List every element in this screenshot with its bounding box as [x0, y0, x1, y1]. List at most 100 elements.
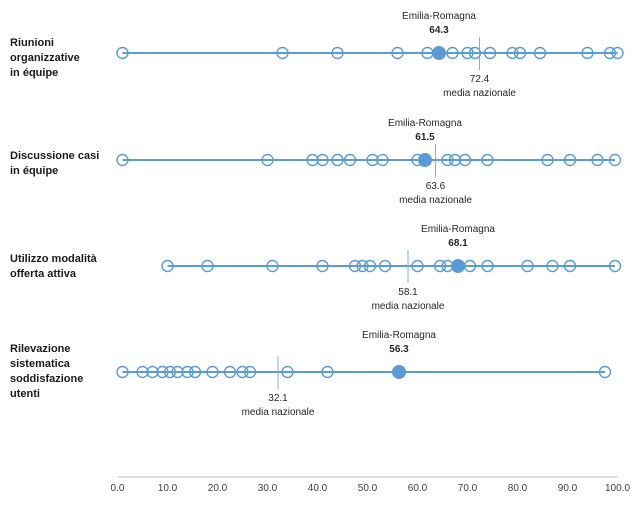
region-dot — [156, 365, 169, 379]
x-axis-tick-label: 80.0 — [507, 483, 528, 494]
region-dot — [243, 365, 257, 379]
emilia-romagna-name: Emilia-Romagna — [388, 118, 462, 129]
region-dot — [376, 153, 389, 167]
emilia-romagna-name: Emilia-Romagna — [402, 11, 476, 22]
x-axis-tick-label: 50.0 — [357, 483, 378, 494]
x-axis-tick-label: 0.0 — [110, 483, 125, 494]
region-dot — [188, 365, 202, 379]
category-label: Riunioni organizzative in équipe — [10, 37, 80, 79]
region-dot — [363, 259, 377, 273]
national-average-annotation: 32.1 media nazionale — [218, 392, 338, 420]
region-dot — [116, 365, 129, 379]
region-dot — [533, 46, 547, 60]
region-dot — [603, 46, 617, 60]
national-average-annotation: 63.6 media nazionale — [376, 180, 496, 208]
region-dot — [366, 153, 379, 167]
x-axis-tick-label: 20.0 — [207, 483, 228, 494]
emilia-romagna-value: 61.5 — [415, 132, 435, 143]
emilia-romagna-annotation: Emilia-Romagna 64.3 — [379, 10, 499, 38]
region-dot — [261, 153, 274, 167]
emilia-romagna-annotation: Emilia-Romagna 56.3 — [339, 329, 459, 357]
emilia-romagna-value: 56.3 — [389, 344, 409, 355]
region-dot — [458, 153, 472, 167]
region-dot — [598, 365, 612, 379]
emilia-romagna-dot — [432, 46, 446, 60]
region-dot — [433, 259, 447, 273]
region-dot — [348, 259, 362, 273]
national-average-label: media nazionale — [399, 195, 472, 206]
x-axis-tick-label: 70.0 — [457, 483, 478, 494]
emilia-romagna-name: Emilia-Romagna — [421, 224, 495, 235]
region-dot — [563, 153, 577, 167]
national-average-value: 63.6 — [425, 181, 446, 192]
emilia-romagna-annotation: Emilia-Romagna 61.5 — [365, 117, 485, 145]
region-dot — [563, 259, 577, 273]
region-dot — [181, 365, 194, 379]
x-axis-tick-label: 40.0 — [307, 483, 328, 494]
x-axis-tick-label: 10.0 — [157, 483, 178, 494]
region-dot — [541, 153, 554, 167]
national-average-label: media nazionale — [371, 301, 445, 312]
emilia-romagna-dot — [392, 365, 406, 379]
national-average-annotation: 58.1 media nazionale — [348, 286, 468, 314]
region-dot — [136, 365, 149, 379]
region-dot — [611, 46, 624, 60]
region-dot — [316, 153, 329, 167]
region-dot — [116, 153, 129, 167]
region-dot — [331, 46, 344, 60]
region-dot — [163, 365, 177, 379]
region-dot — [608, 259, 622, 273]
region-dot — [321, 365, 334, 379]
region-dot — [116, 46, 129, 60]
region-dot — [266, 259, 279, 273]
region-dot — [468, 46, 482, 60]
region-dot — [378, 259, 392, 273]
x-axis-tick-label: 60.0 — [407, 483, 428, 494]
region-dot — [411, 259, 424, 273]
region-dot — [316, 259, 329, 273]
region-dot — [521, 259, 534, 273]
national-average-label: media nazionale — [443, 88, 516, 99]
region-dot — [506, 46, 519, 60]
region-dot — [161, 259, 174, 273]
emilia-romagna-value: 68.1 — [448, 238, 468, 249]
region-dot — [546, 259, 559, 273]
region-dot — [236, 365, 249, 379]
national-average-value: 72.4 — [469, 74, 490, 85]
region-dot — [481, 259, 494, 273]
region-dot — [461, 46, 474, 60]
region-dot — [306, 153, 319, 167]
region-dot — [281, 365, 294, 379]
x-axis-tick-label: 100.0 — [604, 483, 631, 494]
region-dot — [483, 46, 497, 60]
emilia-romagna-annotation: Emilia-Romagna 68.1 — [398, 223, 518, 251]
region-dot — [481, 153, 494, 167]
emilia-romagna-dot — [451, 259, 465, 273]
national-average-annotation: 72.4 media nazionale — [420, 73, 540, 101]
emilia-romagna-name: Emilia-Romagna — [362, 330, 436, 341]
region-dot — [356, 259, 369, 273]
region-dot — [171, 365, 184, 379]
category-label: Rilevazione sistematica soddisfazione ut… — [10, 343, 84, 400]
region-dot — [223, 365, 237, 379]
national-average-label: media nazionale — [241, 407, 315, 418]
national-average-value: 58.1 — [398, 287, 418, 298]
region-dot — [446, 46, 459, 60]
region-dot — [591, 153, 604, 167]
region-dot — [206, 365, 219, 379]
emilia-romagna-dot — [418, 153, 432, 167]
category-label: Utilizzo modalità offerta attiva — [10, 253, 97, 280]
region-dot — [581, 46, 594, 60]
national-average-value: 32.1 — [268, 393, 288, 404]
region-dot — [331, 153, 344, 167]
region-dot — [448, 153, 462, 167]
region-dot — [201, 259, 214, 273]
region-dot — [608, 153, 622, 167]
category-label: Discussione casi in équipe — [10, 150, 100, 177]
region-dot — [513, 46, 527, 60]
region-dot — [441, 153, 454, 167]
x-axis-tick-label: 90.0 — [557, 483, 578, 494]
region-dot — [391, 46, 404, 60]
